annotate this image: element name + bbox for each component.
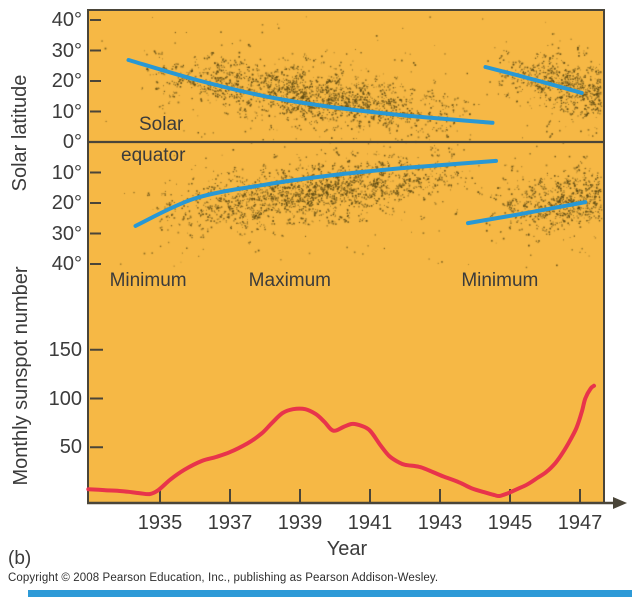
y-tick-label-latitude: 30° [51,39,82,62]
sunspot-number-curve [86,383,596,499]
y-tick-label-latitude: 40° [51,253,82,275]
plot-border [87,9,605,503]
x-axis-title: Year [326,538,368,560]
y-tick-label-sunspot: 100 [48,387,82,410]
trend-line-south-new-cycle [466,200,588,226]
y-tick-label-latitude: 10° [51,100,82,123]
figure-part-label: (b) [8,548,32,569]
y-tick-label-latitude: 0° [62,131,82,153]
x-tick-label-year: 1943 [417,512,463,534]
x-tick-label-year: 1947 [557,512,603,534]
x-tick-label-year: 1941 [347,512,393,534]
axis-ticks [90,19,581,502]
trend-line-north-new-cycle [483,65,584,95]
phase-label-minimum: Minimum [109,270,187,291]
y-tick-label-sunspot: 150 [48,338,82,361]
y-tick-label-sunspot: 50 [59,436,82,459]
y-tick-label-latitude: 30° [51,222,82,245]
x-axis-arrow-icon [613,497,627,509]
solar-equator-label-line1: Solar [139,114,184,135]
footer-accent-bar [28,590,632,597]
y-axis-title-sunspot: Monthly sunspot number [10,266,32,486]
copyright-text: Copyright © 2008 Pearson Education, Inc.… [8,572,439,584]
x-tick-label-year: 1935 [137,512,183,534]
trend-lines [126,58,588,228]
x-tick-label-year: 1939 [277,512,323,534]
y-tick-label-latitude: 20° [51,192,82,214]
x-tick-label-year: 1937 [207,512,253,534]
phase-label-maximum: Maximum [248,270,332,291]
x-tick-label-year: 1945 [487,512,533,534]
solar-equator-label-line2: equator [121,145,186,166]
trend-line-south-old-cycle [133,158,498,228]
y-tick-label-latitude: 40° [51,9,82,31]
phase-label-minimum: Minimum [461,270,539,291]
trend-line-north-old-cycle [126,58,495,125]
y-tick-label-latitude: 20° [51,70,82,92]
y-tick-label-latitude: 10° [51,161,82,184]
